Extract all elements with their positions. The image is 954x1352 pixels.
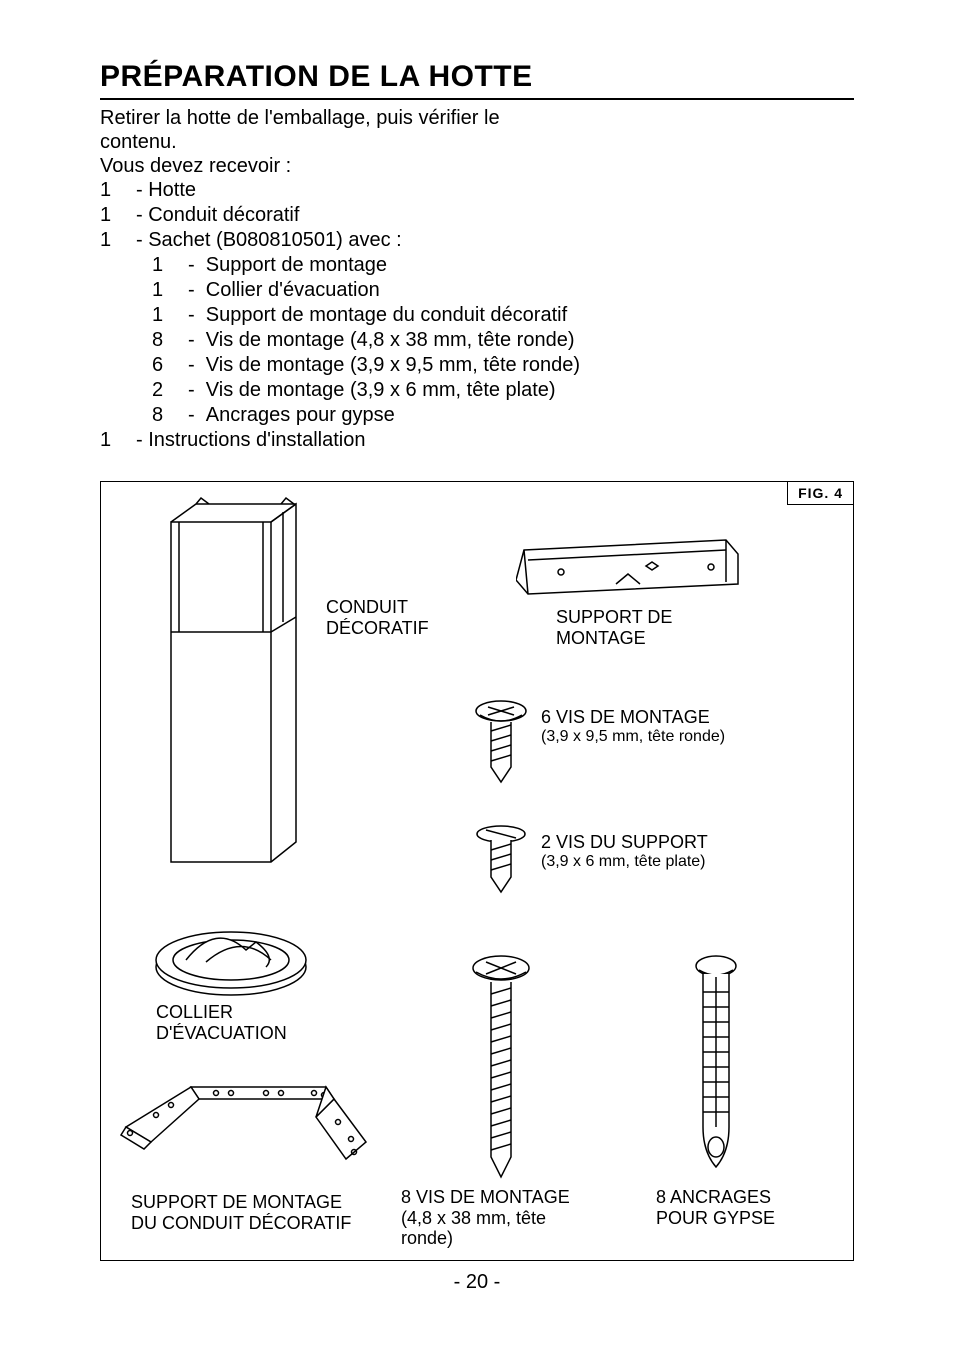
- intro-line: Vous devez recevoir :: [100, 154, 854, 178]
- contents-list-tail: 1 - Instructions d'installation: [100, 428, 854, 453]
- item-text: Ancrages pour gypse: [206, 403, 395, 428]
- item-text: Sachet (B080810501) avec :: [148, 228, 402, 253]
- list-item: 1 - Conduit décoratif: [100, 203, 854, 228]
- item-sep: -: [136, 228, 148, 253]
- label-line: 2 VIS DU SUPPORT: [541, 832, 708, 853]
- item-qty: 1: [152, 303, 188, 328]
- list-item: 1- Support de montage du conduit décorat…: [152, 303, 854, 328]
- item-qty: 1: [100, 228, 136, 253]
- label-line: (4,8 x 38 mm, tête: [401, 1208, 570, 1229]
- item-sep: -: [188, 253, 206, 278]
- list-item: 1 - Hotte: [100, 178, 854, 203]
- item-qty: 6: [152, 353, 188, 378]
- list-item: 1 - Instructions d'installation: [100, 428, 854, 453]
- intro-text: Retirer la hotte de l'emballage, puis vé…: [100, 106, 854, 178]
- item-text: Support de montage du conduit décoratif: [206, 303, 567, 328]
- page-title: PRÉPARATION DE LA HOTTE: [100, 60, 854, 100]
- item-text: Instructions d'installation: [148, 428, 365, 453]
- item-sep: -: [136, 428, 148, 453]
- label-line: 6 VIS DE MONTAGE: [541, 707, 725, 728]
- vis-support-2-icon: [466, 822, 536, 897]
- item-sep: -: [136, 203, 148, 228]
- intro-line: Retirer la hotte de l'emballage, puis vé…: [100, 106, 854, 130]
- list-item: 2- Vis de montage (3,9 x 6 mm, tête plat…: [152, 378, 854, 403]
- sachet-contents: 1- Support de montage 1- Collier d'évacu…: [152, 253, 854, 428]
- ancrage-label: 8 ANCRAGES POUR GYPSE: [656, 1187, 775, 1228]
- list-item: 1 - Sachet (B080810501) avec :: [100, 228, 854, 253]
- support-montage-icon: [516, 522, 746, 602]
- contents-list: 1 - Hotte 1 - Conduit décoratif 1 - Sach…: [100, 178, 854, 253]
- collier-label: COLLIER D'ÉVACUATION: [156, 1002, 287, 1043]
- vis-8-label: 8 VIS DE MONTAGE (4,8 x 38 mm, tête rond…: [401, 1187, 570, 1249]
- conduit-decoratif-icon: [151, 492, 321, 872]
- item-qty: 8: [152, 403, 188, 428]
- page-number: - 20 -: [100, 1271, 854, 1294]
- collier-evacuation-icon: [146, 912, 316, 1002]
- item-sep: -: [188, 278, 206, 303]
- support-conduit-label: SUPPORT DE MONTAGE DU CONDUIT DÉCORATIF: [131, 1192, 351, 1233]
- list-item: 1- Support de montage: [152, 253, 854, 278]
- item-sep: -: [136, 178, 148, 203]
- list-item: 6- Vis de montage (3,9 x 9,5 mm, tête ro…: [152, 353, 854, 378]
- item-qty: 1: [152, 253, 188, 278]
- label-line: SUPPORT DE: [556, 607, 672, 628]
- support-montage-label: SUPPORT DE MONTAGE: [556, 607, 672, 648]
- item-qty: 2: [152, 378, 188, 403]
- item-text: Conduit décoratif: [148, 203, 299, 228]
- label-line: 8 ANCRAGES: [656, 1187, 775, 1208]
- support-conduit-icon: [116, 1067, 376, 1177]
- label-line: SUPPORT DE MONTAGE: [131, 1192, 351, 1213]
- label-line: CONDUIT: [326, 597, 429, 618]
- label-line: MONTAGE: [556, 628, 672, 649]
- intro-line: contenu.: [100, 130, 854, 154]
- figure-label: FIG. 4: [787, 482, 853, 505]
- label-line: D'ÉVACUATION: [156, 1023, 287, 1044]
- vis-montage-6-icon: [466, 697, 536, 787]
- item-sep: -: [188, 403, 206, 428]
- list-item: 8- Ancrages pour gypse: [152, 403, 854, 428]
- item-sep: -: [188, 378, 206, 403]
- item-qty: 1: [100, 428, 136, 453]
- conduit-label: CONDUIT DÉCORATIF: [326, 597, 429, 638]
- label-line: DÉCORATIF: [326, 618, 429, 639]
- item-text: Vis de montage (3,9 x 9,5 mm, tête ronde…: [206, 353, 580, 378]
- item-qty: 1: [100, 203, 136, 228]
- vis-montage-8-icon: [461, 952, 541, 1182]
- label-line: (3,9 x 6 mm, tête plate): [541, 853, 708, 871]
- item-sep: -: [188, 303, 206, 328]
- list-item: 8- Vis de montage (4,8 x 38 mm, tête ron…: [152, 328, 854, 353]
- vis-6-label: 6 VIS DE MONTAGE (3,9 x 9,5 mm, tête ron…: [541, 707, 725, 746]
- item-text: Collier d'évacuation: [206, 278, 380, 303]
- vis-2-label: 2 VIS DU SUPPORT (3,9 x 6 mm, tête plate…: [541, 832, 708, 871]
- item-sep: -: [188, 353, 206, 378]
- label-line: COLLIER: [156, 1002, 287, 1023]
- item-qty: 1: [152, 278, 188, 303]
- item-text: Vis de montage (4,8 x 38 mm, tête ronde): [206, 328, 575, 353]
- list-item: 1- Collier d'évacuation: [152, 278, 854, 303]
- item-text: Hotte: [148, 178, 196, 203]
- item-qty: 1: [100, 178, 136, 203]
- label-line: POUR GYPSE: [656, 1208, 775, 1229]
- label-line: 8 VIS DE MONTAGE: [401, 1187, 570, 1208]
- item-text: Vis de montage (3,9 x 6 mm, tête plate): [206, 378, 556, 403]
- item-text: Support de montage: [206, 253, 387, 278]
- label-line: ronde): [401, 1228, 570, 1249]
- label-line: DU CONDUIT DÉCORATIF: [131, 1213, 351, 1234]
- label-line: (3,9 x 9,5 mm, tête ronde): [541, 728, 725, 746]
- ancrage-gypse-icon: [681, 952, 751, 1177]
- item-qty: 8: [152, 328, 188, 353]
- figure-4: FIG. 4 CONDUIT DÉCORATIF: [100, 481, 854, 1261]
- item-sep: -: [188, 328, 206, 353]
